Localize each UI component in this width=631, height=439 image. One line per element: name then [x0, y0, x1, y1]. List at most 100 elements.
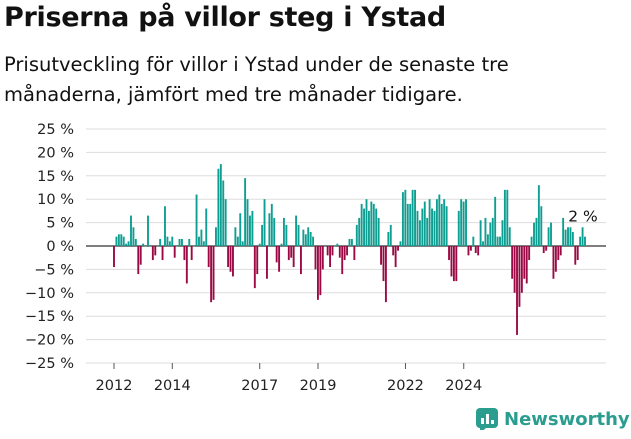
bar	[520, 246, 523, 293]
y-tick-label: −20 %	[25, 333, 74, 349]
bar	[523, 246, 526, 279]
bar	[552, 246, 555, 279]
bar	[370, 201, 373, 246]
bar	[445, 206, 448, 246]
bar	[365, 199, 368, 246]
bar	[508, 227, 511, 246]
bar	[360, 203, 363, 246]
bar	[435, 199, 438, 246]
bar	[130, 215, 132, 246]
bar	[222, 180, 225, 246]
bar	[212, 246, 215, 300]
bar	[496, 236, 499, 246]
bar	[224, 199, 227, 246]
x-tick-label: 2022	[387, 378, 424, 394]
bar	[562, 217, 565, 246]
bar	[513, 246, 516, 293]
bar	[501, 220, 504, 246]
bar	[280, 243, 283, 246]
page-title: Priserna på villor steg i Ystad	[4, 2, 446, 33]
brand-logo: Newsworthy	[476, 408, 630, 430]
bar	[375, 208, 378, 246]
bar	[511, 246, 514, 279]
bar	[348, 238, 351, 246]
bar	[176, 246, 179, 247]
bar	[457, 210, 460, 246]
y-tick-label: −10 %	[25, 286, 74, 302]
bar	[249, 215, 251, 246]
bar	[266, 246, 268, 279]
bar	[567, 227, 569, 246]
bar	[530, 236, 533, 246]
bar	[460, 199, 463, 246]
bar	[372, 203, 375, 246]
bar	[545, 246, 548, 251]
bar	[324, 246, 327, 247]
bar	[477, 246, 480, 256]
bar	[164, 206, 166, 246]
bar	[285, 224, 288, 246]
y-tick-label: 5 %	[46, 216, 74, 232]
bar	[173, 246, 176, 258]
newsworthy-chart-icon	[476, 408, 498, 430]
bar	[188, 238, 191, 246]
bar	[404, 189, 407, 246]
bar	[358, 217, 361, 246]
bar	[115, 236, 118, 246]
y-tick-label: 20 %	[37, 145, 74, 161]
bar	[193, 246, 196, 247]
bar	[333, 246, 336, 247]
bar	[316, 246, 319, 300]
brand-name: Newsworthy	[504, 408, 630, 430]
bar	[576, 246, 579, 261]
bar	[253, 246, 256, 289]
bar	[205, 208, 208, 246]
bar	[559, 246, 562, 256]
bar	[542, 246, 545, 254]
bar	[392, 246, 395, 256]
bar	[499, 236, 501, 246]
bar	[409, 203, 412, 246]
bar	[382, 246, 385, 282]
y-tick-label: 15 %	[37, 169, 74, 185]
bar	[217, 168, 220, 246]
bar	[448, 246, 450, 261]
bar	[139, 246, 142, 265]
bar	[564, 229, 567, 246]
bar	[122, 236, 125, 246]
last-value-annotation: 2 %	[568, 208, 598, 226]
bar	[154, 246, 157, 256]
bar	[416, 210, 419, 246]
bar	[506, 189, 509, 246]
bar	[414, 189, 416, 246]
bar	[438, 194, 441, 246]
bar	[343, 246, 346, 261]
bar	[528, 246, 531, 261]
bar	[421, 208, 424, 246]
bar	[341, 246, 344, 275]
bar	[178, 238, 181, 246]
bar	[232, 246, 234, 277]
bar	[200, 229, 203, 246]
bar	[469, 246, 472, 251]
bar	[137, 246, 140, 275]
bar	[389, 224, 392, 246]
bar	[251, 210, 254, 246]
bar	[353, 246, 356, 261]
bar	[287, 246, 290, 261]
bar	[516, 246, 518, 335]
bar	[411, 189, 414, 246]
y-tick-label: 10 %	[37, 192, 74, 208]
bar	[472, 236, 475, 246]
bar	[161, 246, 164, 261]
bar	[525, 246, 528, 284]
bar	[533, 222, 535, 246]
bar	[195, 194, 198, 246]
bar	[149, 246, 152, 247]
bar	[518, 246, 521, 307]
bar	[278, 246, 281, 272]
bar	[244, 178, 247, 246]
bar	[489, 222, 492, 246]
bar	[117, 234, 120, 246]
